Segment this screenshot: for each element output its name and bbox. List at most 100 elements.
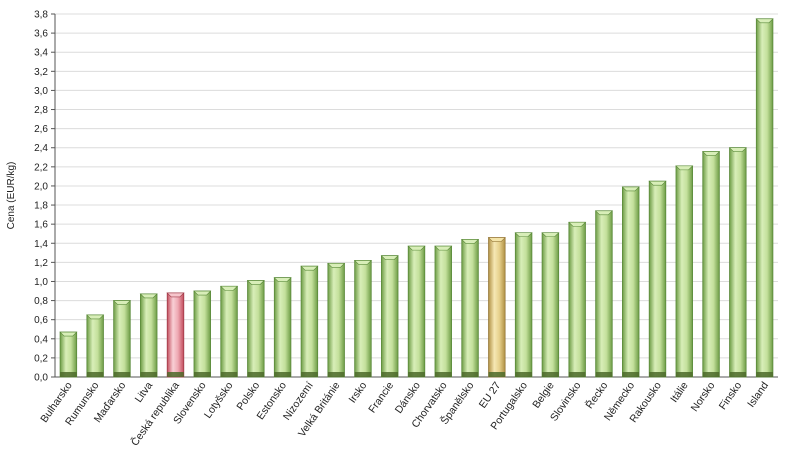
y-tick-label: 3,2 [34,67,48,78]
bar-17 [514,232,533,378]
bar-4 [166,292,185,378]
bar-body [755,18,774,378]
bar-8 [273,277,292,378]
bar-cap [434,245,453,251]
y-tick-label: 1,4 [34,239,48,250]
y-tick-label: 2,8 [34,105,48,116]
bar-10 [327,262,346,378]
bar-15 [461,239,480,378]
bar-base [327,372,345,377]
bar-cap [86,314,105,320]
bar-cap [220,285,239,291]
bar-base [140,372,158,377]
y-tick-label: 0,4 [34,334,48,345]
bar-13 [407,245,426,378]
x-tick-label: Řecko [583,379,611,411]
bar-7 [246,280,265,378]
bar-body [729,147,747,378]
bar-base [381,372,399,377]
bar-body [166,292,185,378]
bar-cap [327,263,346,268]
bar-base [301,372,318,377]
bar-0 [59,331,78,378]
bar-body [113,300,131,378]
y-tick-label: 0,0 [34,373,48,384]
x-tick-label: Finsko [717,380,745,412]
bar-body [354,260,372,378]
bar-body [59,331,78,378]
bar-base [488,372,506,377]
bar-body [140,293,158,378]
bar-11 [353,260,372,378]
bar-base [702,372,720,377]
bar-cap [193,290,212,296]
bar-cap [273,277,292,282]
bar-cap [621,186,640,192]
bar-9 [300,265,319,378]
y-tick-label: 0,6 [34,315,48,326]
bar-22 [648,180,667,378]
bar-24 [702,151,721,378]
y-tick-label: 3,0 [34,86,48,97]
bar-base [515,372,532,377]
bar-body [568,221,586,378]
x-tick-label: Island [745,380,771,410]
bar-20 [594,210,613,378]
bar-base [434,372,452,377]
bar-cap [728,147,747,153]
y-axis-label: Cena (EUR/kg) [6,162,17,230]
bar-21 [621,186,640,378]
bar-body [702,151,720,378]
y-tick-label: 3,4 [34,48,48,59]
y-tick-label: 3,6 [34,29,48,40]
x-tick-label: Polsko [234,380,262,413]
bar-cap [541,232,560,238]
x-tick-label: EU 27 [477,380,504,411]
bar-base [595,372,613,377]
bar-19 [568,221,587,378]
y-tick-label: 2,0 [34,181,48,192]
x-tick-label: Norsko [689,380,718,414]
bar-body [461,239,479,378]
x-tick-label: Belgie [530,380,557,411]
bar-23 [675,165,694,378]
bar-base [247,372,265,377]
y-tick-label: 3,8 [34,10,48,21]
bar-25 [728,147,747,378]
bar-1 [86,314,105,378]
y-tick-label: 2,2 [34,162,48,173]
bar-cap [353,260,372,265]
bar-body [381,255,399,378]
bar-body [220,285,238,378]
bar-cap [514,232,533,238]
bar-base [729,372,747,377]
bar-base [568,372,586,377]
bar-base [167,372,184,377]
bar-cap [568,221,587,227]
y-tick-label: 0,8 [34,296,48,307]
bar-2 [112,300,131,378]
bar-base [274,372,291,377]
bar-base [354,372,372,377]
bar-cap [139,293,158,299]
y-tick-label: 1,2 [34,258,48,269]
bar-18 [541,232,560,378]
bar-body [648,180,667,378]
y-tick-label: 1,0 [34,277,48,288]
bar-body [434,245,452,378]
bar-14 [434,245,453,378]
x-tick-label: Itálie [668,380,691,405]
y-tick-label: 2,4 [34,143,48,154]
bar-cap [755,18,774,24]
bar-cap [487,237,506,242]
bar-body [327,262,345,378]
bar-base [220,372,238,377]
bar-base [675,372,693,377]
bar-base [408,372,425,377]
bar-cap [407,245,426,251]
bar-cap [675,165,694,171]
bar-base [542,372,559,377]
bar-body [86,314,104,378]
